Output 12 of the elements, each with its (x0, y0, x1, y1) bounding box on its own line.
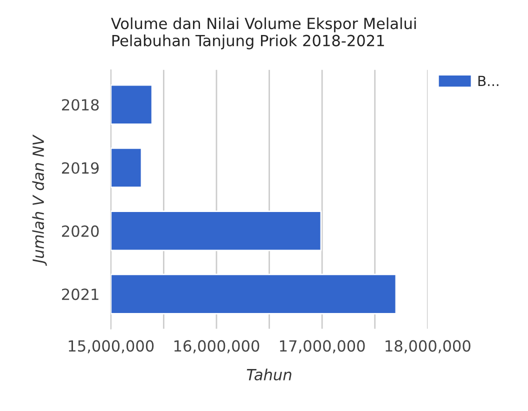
y-tick-label: 2019 (62, 162, 99, 174)
y-tick-label: 2018 (62, 99, 99, 111)
y-tick-label: 2020 (62, 225, 99, 237)
x-tick-label: 15,000,000 (68, 340, 154, 354)
x-tick-label: 17,000,000 (280, 340, 365, 354)
y-axis-title: Jumlah V dan NV (32, 134, 47, 266)
x-axis-title: Tahun (246, 368, 292, 380)
chart-title: Volume dan Nilai Volume Ekspor Melalui Pelabuhan Tanjung Priok 2018-2021 (111, 17, 416, 50)
x-tick-label: 16,000,000 (174, 340, 260, 354)
y-tick-label: 2021 (62, 288, 98, 300)
x-tick-label: 18,000,000 (386, 340, 470, 354)
legend-label: B... (478, 76, 498, 86)
